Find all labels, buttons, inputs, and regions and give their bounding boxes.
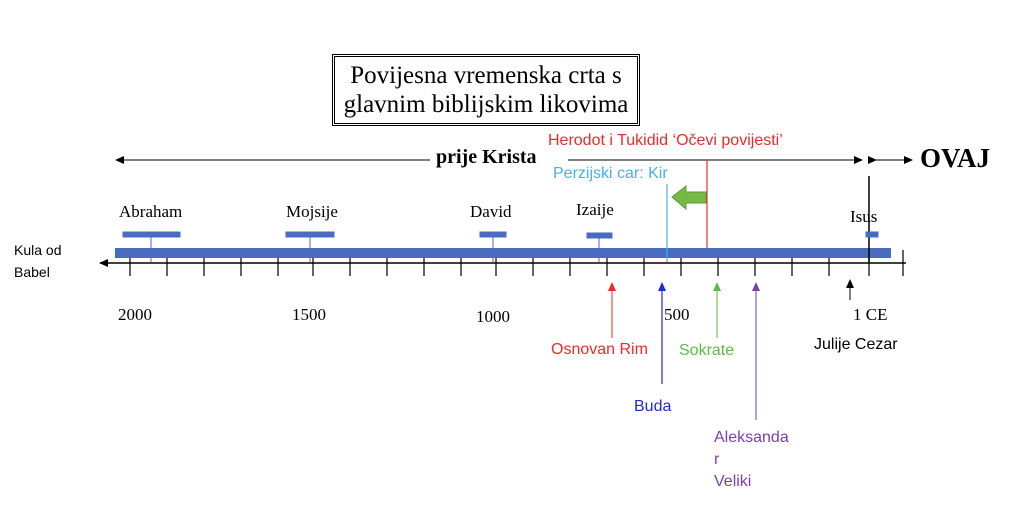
event-aleksandar: Aleksanda r Veliki: [714, 427, 789, 493]
year-500: 500: [664, 305, 690, 324]
figure-abraham: Abraham: [119, 202, 183, 221]
figure-mojsije: Mojsije: [286, 202, 338, 221]
marker-isus: [865, 231, 879, 238]
left-end-label-line-1: Kula od: [14, 242, 62, 258]
event-kir: Perzijski car: Kir: [553, 165, 668, 182]
year-1000: 1000: [476, 307, 510, 326]
figure-markers: [122, 231, 879, 262]
title-box: Povijesna vremenska crta s glavnim bibli…: [332, 54, 640, 126]
marker-mojsije: [285, 231, 335, 238]
year-2000: 2000: [118, 305, 152, 324]
green-arrow: [671, 184, 707, 211]
era-now-label: OVAJ: [920, 143, 991, 173]
figure-izaije: Izaije: [576, 200, 614, 219]
event-herodot: Herodot i Tukidid ‘Očevi povijesti’: [548, 132, 783, 149]
figure-isus: Isus: [850, 207, 878, 226]
era-before-label: prije Krista: [436, 146, 537, 168]
event-aleksandar-line-2: r: [714, 451, 720, 468]
event-buda: Buda: [634, 398, 672, 415]
marker-abraham: [122, 231, 181, 238]
left-end-label-line-2: Babel: [14, 264, 50, 280]
figure-david: David: [470, 202, 512, 221]
event-rim: Osnovan Rim: [551, 341, 648, 358]
event-aleksandar-line-1: Aleksanda: [714, 429, 789, 446]
left-end-label: Kula od Babel: [14, 239, 61, 283]
title-line-1: Povijesna vremenska crta s: [350, 62, 622, 89]
timeline-bar: [115, 248, 891, 258]
marker-izaije: [586, 232, 613, 239]
marker-david: [479, 231, 507, 238]
event-cezar: Julije Cezar: [814, 336, 898, 353]
event-sokrate: Sokrate: [679, 342, 735, 359]
year-1500: 1500: [292, 305, 326, 324]
title-line-2: glavnim biblijskim likovima: [343, 91, 629, 118]
year-1ce: 1 CE: [853, 305, 888, 324]
event-aleksandar-line-3: Veliki: [714, 473, 752, 490]
